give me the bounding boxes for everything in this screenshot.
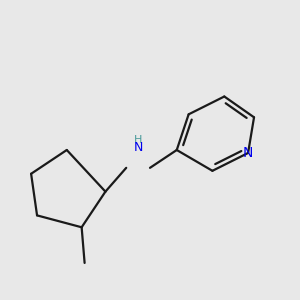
Text: H: H — [134, 135, 142, 145]
Text: N: N — [243, 146, 253, 160]
Text: N: N — [134, 140, 143, 154]
